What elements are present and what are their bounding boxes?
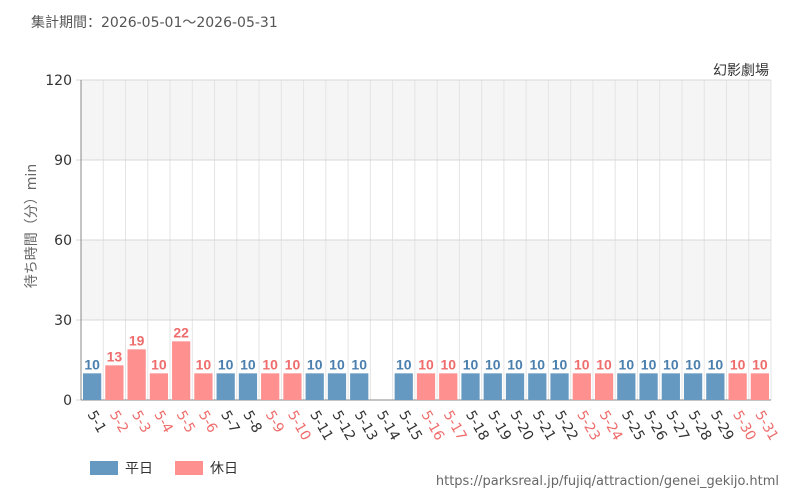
bar: [461, 373, 480, 400]
source-url: https://parksreal.jp/fujiq/attraction/ge…: [435, 474, 779, 489]
x-tick-label: 5-3: [128, 408, 153, 436]
legend: 平日 休日: [90, 458, 238, 478]
y-tick-label: 90: [54, 153, 72, 169]
bar: [83, 373, 102, 400]
bar-value-label: 10: [262, 356, 278, 372]
bar-value-label: 10: [530, 356, 546, 372]
bar-value-label: 19: [129, 332, 145, 348]
plot-band: [81, 80, 771, 160]
y-tick-label: 30: [54, 313, 72, 329]
bar-value-label: 10: [218, 356, 234, 372]
bar: [550, 373, 569, 400]
bar-value-label: 10: [351, 356, 367, 372]
bar-value-label: 10: [151, 356, 167, 372]
bar-value-label: 10: [440, 356, 456, 372]
bar-value-label: 10: [507, 356, 523, 372]
bar-value-label: 10: [485, 356, 501, 372]
bar: [305, 373, 324, 400]
bar: [661, 373, 680, 400]
bar-value-label: 22: [173, 324, 189, 340]
legend-item-weekday: 平日: [90, 458, 153, 478]
bar: [261, 373, 280, 400]
bar: [528, 373, 547, 400]
bar-value-label: 10: [418, 356, 434, 372]
bar-value-label: 10: [396, 356, 412, 372]
bar-value-label: 10: [552, 356, 568, 372]
bar-value-label: 10: [596, 356, 612, 372]
x-tick-label: 5-2: [106, 408, 131, 436]
y-tick-label: 120: [45, 73, 72, 89]
bar: [172, 341, 191, 400]
bar-value-label: 10: [574, 356, 590, 372]
bar: [639, 373, 658, 400]
bar-value-label: 10: [285, 356, 301, 372]
bar: [194, 373, 213, 400]
bar: [238, 373, 258, 400]
bar: [505, 373, 525, 400]
legend-swatch-holiday: [175, 461, 203, 475]
x-tick-label: 5-7: [217, 408, 242, 436]
bar: [683, 373, 703, 400]
bar: [127, 349, 146, 400]
bar: [105, 365, 124, 400]
bar: [594, 373, 614, 400]
x-tick-label: 5-9: [262, 408, 287, 436]
y-tick-label: 60: [54, 233, 72, 249]
bar-value-label: 10: [619, 356, 635, 372]
legend-swatch-weekday: [90, 461, 118, 475]
bar-value-label: 10: [84, 356, 100, 372]
x-tick-label: 5-31: [751, 408, 781, 444]
bar-value-label: 10: [196, 356, 212, 372]
plot-band: [81, 240, 771, 320]
bar: [327, 373, 347, 400]
bar: [283, 373, 302, 400]
x-tick-label: 5-5: [173, 408, 198, 436]
bar-value-label: 10: [307, 356, 323, 372]
x-tick-label: 5-8: [239, 408, 264, 436]
x-tick-label: 5-1: [84, 408, 109, 436]
bar: [728, 373, 747, 400]
bar: [483, 373, 502, 400]
bar-value-label: 10: [329, 356, 345, 372]
legend-item-holiday: 休日: [175, 458, 238, 478]
bar-value-label: 10: [240, 356, 256, 372]
legend-label-holiday: 休日: [210, 461, 238, 477]
x-tick-label: 5-6: [195, 408, 220, 436]
bar: [439, 373, 458, 400]
bar-value-label: 13: [107, 348, 123, 364]
y-tick-label: 0: [63, 393, 72, 409]
period-label: 集計期間：2026-05-01～2026-05-31: [31, 15, 278, 31]
bar: [394, 373, 413, 400]
bar-value-label: 10: [641, 356, 657, 372]
bar: [617, 373, 636, 400]
bar-value-label: 10: [708, 356, 724, 372]
bar-value-label: 10: [463, 356, 479, 372]
bar-value-label: 10: [752, 356, 768, 372]
bar: [216, 373, 235, 400]
bar-value-label: 10: [663, 356, 679, 372]
chart-title: 幻影劇場: [713, 63, 769, 79]
bar: [350, 373, 369, 400]
bar-value-label: 10: [685, 356, 701, 372]
bar: [149, 373, 169, 400]
bar: [416, 373, 436, 400]
legend-label-weekday: 平日: [125, 461, 153, 477]
bar-value-label: 10: [730, 356, 746, 372]
x-tick-label: 5-4: [150, 408, 175, 436]
bar: [572, 373, 591, 400]
bar: [706, 373, 725, 400]
bar: [750, 373, 769, 400]
plot-band: [81, 160, 771, 240]
